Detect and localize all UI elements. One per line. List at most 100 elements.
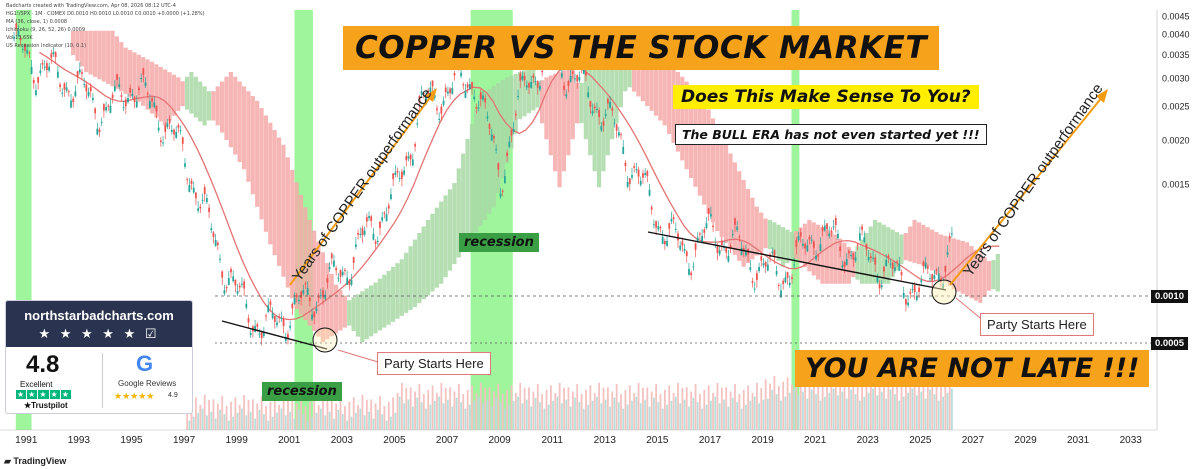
candle-body xyxy=(247,318,250,323)
volume-bar xyxy=(585,389,587,430)
candle-body xyxy=(67,91,70,93)
volume-bar xyxy=(282,394,285,430)
volume-bar xyxy=(878,379,881,430)
volume-bar xyxy=(560,403,563,430)
volume-bar xyxy=(915,395,918,430)
volume-bar xyxy=(251,399,254,430)
candle-body xyxy=(530,81,533,88)
volume-bar xyxy=(422,394,425,430)
cloud-segment xyxy=(640,51,645,102)
volume-bar xyxy=(696,402,699,430)
cloud-segment xyxy=(710,118,716,223)
volume-bar xyxy=(357,404,359,430)
breakout-circle-left xyxy=(312,327,338,353)
candle-body xyxy=(401,171,403,179)
candle-body xyxy=(666,240,668,246)
volume-bar xyxy=(896,386,899,430)
candle-body xyxy=(223,290,226,294)
cloud-segment xyxy=(763,218,768,249)
cloud-segment xyxy=(395,263,400,319)
arrow-left-head xyxy=(425,88,437,102)
candle-body xyxy=(162,142,164,144)
volume-bar xyxy=(905,377,907,430)
candle-body xyxy=(727,255,730,262)
volume-bar xyxy=(335,403,338,430)
cloud-segment xyxy=(474,109,479,233)
candle-body xyxy=(333,260,335,267)
volume-bar xyxy=(582,408,585,430)
volume-bar xyxy=(376,409,379,430)
volume-bar xyxy=(512,400,515,430)
cloud-segment xyxy=(325,263,330,340)
badge-rating-word: Excellent xyxy=(20,380,53,389)
volume-bar xyxy=(622,408,625,430)
candle-body xyxy=(679,245,682,250)
volume-bar xyxy=(525,399,528,430)
candle-body xyxy=(902,292,905,298)
candle-body xyxy=(433,95,436,98)
volume-bar xyxy=(341,414,344,430)
candle-body xyxy=(273,316,276,322)
cloud-segment xyxy=(504,77,510,164)
recession-label-2008: recession xyxy=(459,233,539,252)
cloud-segment xyxy=(522,70,527,117)
candle-body xyxy=(617,132,620,136)
candle-body xyxy=(468,84,471,89)
candle-body xyxy=(339,270,342,277)
volume-bar xyxy=(392,397,395,430)
cloud-segment xyxy=(680,76,685,161)
cloud-segment xyxy=(864,233,869,284)
candle-body xyxy=(650,207,653,210)
google-reviews-label: Google Reviews xyxy=(118,379,177,388)
candle-body xyxy=(532,75,535,78)
volume-bar xyxy=(876,395,879,430)
cloud-segment xyxy=(106,30,111,84)
volume-bar xyxy=(337,409,340,430)
cloud-segment xyxy=(627,62,632,88)
candle-body xyxy=(861,226,863,230)
candle-body xyxy=(464,90,467,98)
cloud-segment xyxy=(789,232,794,260)
cloud-segment xyxy=(991,260,996,290)
candle-body xyxy=(232,276,235,282)
candle-body xyxy=(164,124,167,132)
candle-body xyxy=(236,291,239,294)
candle-body xyxy=(858,233,861,241)
candle-body xyxy=(703,229,706,233)
candle-body xyxy=(909,292,912,294)
cloud-segment xyxy=(408,246,413,310)
volume-bar xyxy=(260,395,263,430)
volume-bar xyxy=(567,387,570,430)
badge-site[interactable]: northstarbadcharts.com xyxy=(24,308,174,323)
cloud-segment xyxy=(241,86,247,170)
cloud-segment xyxy=(149,61,155,114)
volume-bar xyxy=(306,420,309,430)
candle-body xyxy=(804,243,807,249)
volume-bar xyxy=(786,377,789,430)
candle-body xyxy=(352,257,355,263)
volume-bar xyxy=(709,400,712,430)
candle-body xyxy=(466,84,469,88)
candle-body xyxy=(576,75,579,82)
volume-bar xyxy=(534,397,537,430)
volume-bar xyxy=(940,381,942,430)
volume-bar xyxy=(810,389,813,430)
volume-bar xyxy=(192,416,195,430)
volume-bar xyxy=(350,416,353,430)
volume-bar xyxy=(699,394,701,430)
volume-bar xyxy=(880,391,883,430)
review-badge[interactable]: northstarbadcharts.com ★ ★ ★ ★ ★ ☑ 4.8 E… xyxy=(5,300,193,414)
candle-body xyxy=(96,128,99,135)
cloud-segment xyxy=(908,226,913,262)
volume-bar xyxy=(596,396,598,430)
cloud-segment xyxy=(750,197,755,260)
candle-body xyxy=(175,131,178,138)
volume-bar xyxy=(359,408,362,430)
volume-bar xyxy=(387,401,390,430)
volume-bar xyxy=(236,412,239,430)
candle-body xyxy=(793,264,796,266)
candle-body xyxy=(856,244,859,246)
volume-bar xyxy=(460,402,462,430)
volume-bar xyxy=(679,403,682,430)
candle-body xyxy=(749,267,752,270)
